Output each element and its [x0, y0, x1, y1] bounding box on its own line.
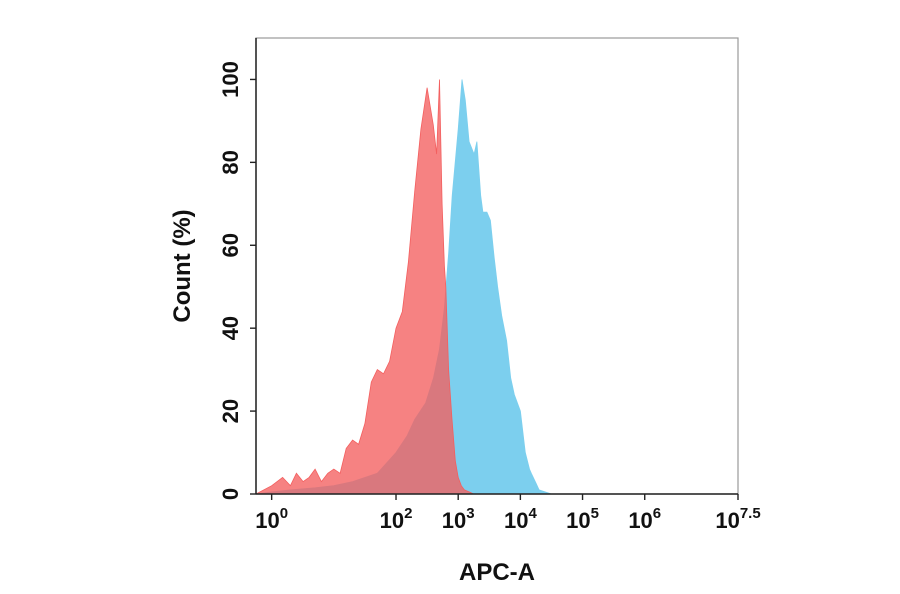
x-tick-label-3: 104	[504, 505, 537, 533]
y-tick-label-1: 20	[218, 399, 243, 423]
x-tick-label-6: 107.5	[715, 505, 760, 533]
x-tick-label-0: 100	[255, 505, 288, 533]
x-tick-label-2: 103	[442, 505, 475, 533]
y-tick-label-5: 100	[218, 61, 243, 98]
x-axis-title: APC-A	[459, 559, 535, 586]
x-tick-label-1: 102	[380, 505, 413, 533]
series-area-2	[255, 79, 474, 495]
x-axis-ticks: 100 102 103 104 105 106 107.5	[255, 494, 761, 533]
y-tick-label-4: 80	[218, 150, 243, 174]
y-axis-title: Count (%)	[169, 209, 196, 322]
series-layer	[255, 79, 552, 495]
y-tick-label-3: 60	[218, 233, 243, 257]
y-tick-label-2: 40	[218, 316, 243, 340]
y-tick-label-0: 0	[218, 488, 243, 500]
y-axis-ticks: 0 20 40 60 80 100	[218, 61, 256, 500]
x-tick-label-4: 105	[566, 505, 599, 533]
x-tick-label-5: 106	[628, 505, 661, 533]
